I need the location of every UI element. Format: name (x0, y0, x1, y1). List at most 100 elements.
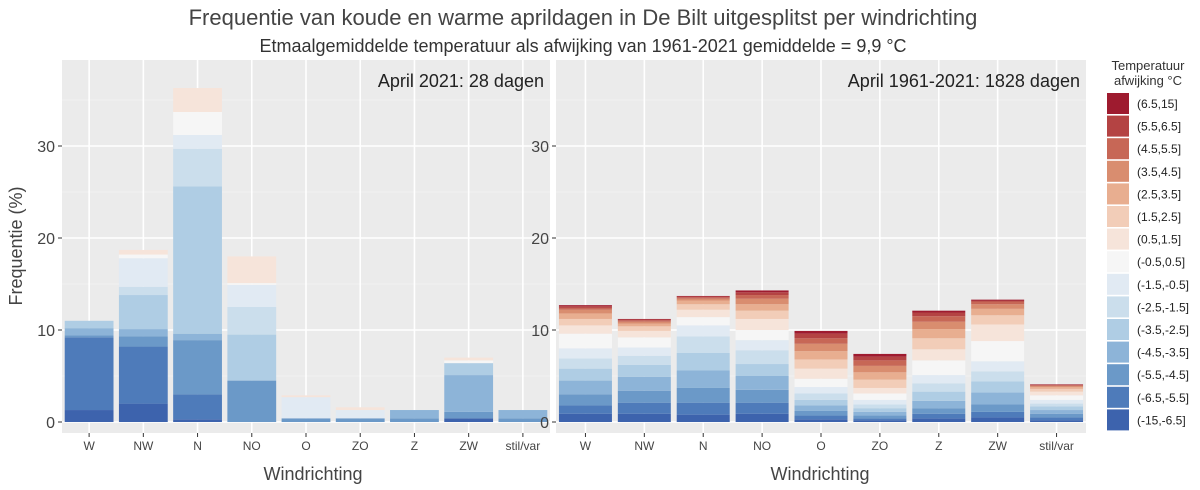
bar-segment-14 (853, 353, 907, 357)
bar-segment-5 (173, 148, 222, 187)
x-tick-label: W (580, 439, 592, 453)
bar-segment-1 (676, 402, 730, 415)
bar-segment-0 (735, 413, 789, 422)
bar-segment-3 (173, 333, 222, 341)
bar-segment-8 (118, 249, 168, 255)
bar-stil-var (1030, 384, 1084, 422)
bar-segment-7 (617, 337, 671, 348)
bar-segment-7 (676, 317, 730, 326)
bar-segment-7 (1030, 395, 1084, 400)
bar-segment-6 (912, 375, 966, 384)
legend-label: (-15,-6.5] (1137, 413, 1186, 427)
bar-segment-6 (735, 340, 789, 351)
bar-segment-12 (558, 307, 612, 310)
bar-segment-4 (558, 368, 612, 381)
bar-segment-5 (676, 336, 730, 353)
bar-segment-0 (558, 413, 612, 422)
bar-segment-12 (794, 338, 848, 344)
legend-swatch (1107, 251, 1129, 273)
bar-segment-2 (390, 418, 439, 422)
bar-segment-6 (794, 387, 848, 394)
bar-segment-10 (617, 323, 671, 327)
bar-segment-2 (498, 418, 548, 422)
bar-segment-6 (617, 347, 671, 356)
bar-segment-6 (173, 134, 222, 149)
bar-Z (390, 410, 439, 422)
bar-W (558, 305, 612, 422)
legend-item: (0.5,1.5] (1107, 228, 1181, 250)
bar-segment-5 (912, 383, 966, 392)
bar-ZW (444, 357, 494, 422)
bar-segment-2 (853, 415, 907, 419)
legend-label: (3.5,4.5] (1137, 165, 1181, 179)
bar-segment-3 (912, 400, 966, 409)
bar-segment-6 (281, 397, 331, 419)
bar-segment-8 (173, 88, 222, 112)
x-tick-label: ZW (459, 439, 478, 453)
bar-N (173, 88, 222, 422)
bar-segment-9 (1030, 388, 1084, 392)
bar-segment-10 (558, 313, 612, 319)
bar-segment-11 (794, 343, 848, 352)
bar-N (676, 295, 730, 422)
bar-segment-2 (64, 335, 114, 338)
x-tick-label: ZW (988, 439, 1007, 453)
bar-segment-14 (912, 310, 966, 313)
x-tick-label: ZO (872, 439, 889, 453)
bar-segment-11 (617, 321, 671, 324)
bar-segment-8 (281, 395, 331, 398)
bar-segment-13 (912, 312, 966, 317)
bar-segment-0 (912, 418, 966, 422)
bar-segment-12 (912, 316, 966, 322)
panel-april-2021: 0 10 20 30 W NW N NO O ZO Z ZW stil/var April 2021: 2… (37, 60, 550, 453)
legend: (6.5,15] (5.5,6.5] (4.5,5.5] (3.5,4.5] (2.5,… (1107, 93, 1189, 431)
bar-segment-12 (1030, 385, 1084, 387)
bar-segment-9 (676, 304, 730, 310)
bar-segment-10 (1030, 387, 1084, 389)
bar-segment-10 (912, 329, 966, 339)
bar-segment-7 (735, 330, 789, 341)
legend-swatch (1107, 228, 1129, 250)
x-tick-label: W (83, 439, 95, 453)
bar-O (794, 330, 848, 422)
bar-segment-1 (558, 405, 612, 414)
panel-label: April 2021: 28 dagen (378, 71, 544, 91)
legend-label: (-5.5,-4.5] (1137, 368, 1189, 382)
bar-segment-12 (971, 301, 1025, 305)
bar-segment-9 (971, 315, 1025, 325)
bar-segment-8 (912, 349, 966, 361)
legend-item: (1.5,2.5] (1107, 206, 1181, 227)
bar-segment-4 (912, 391, 966, 401)
bar-segment-4 (971, 381, 1025, 393)
bar-NW (118, 249, 168, 422)
x-axis-label-left: Windrichting (263, 464, 362, 484)
chart-title: Frequentie van koude en warme aprildagen… (189, 5, 978, 30)
bar-segment-6 (227, 284, 277, 307)
bar-segment-0 (676, 414, 730, 422)
bar-segment-13 (794, 333, 848, 339)
legend-label: (-2.5,-1.5] (1137, 300, 1189, 314)
bar-segment-5 (853, 404, 907, 409)
x-tick-label: NO (753, 439, 771, 453)
legend-item: (-4.5,-3.5] (1107, 341, 1189, 363)
legend-item: (-1.5,-0.5] (1107, 273, 1189, 295)
bar-segment-3 (498, 410, 548, 419)
bar-segment-2 (173, 340, 222, 395)
bar-segment-1 (173, 394, 222, 420)
bar-segment-2 (335, 418, 385, 422)
x-tick-label: Z (411, 439, 418, 453)
bar-W (64, 320, 114, 422)
bar-segment-10 (853, 372, 907, 380)
legend-swatch (1107, 183, 1129, 205)
bar-segment-0 (444, 418, 494, 422)
bar-segment-14 (971, 299, 1025, 301)
bar-segment-2 (227, 380, 277, 422)
bar-segment-4 (173, 186, 222, 334)
bar-segment-7 (853, 393, 907, 400)
bar-segment-0 (971, 417, 1025, 422)
bar-segment-3 (853, 411, 907, 416)
bar-segment-0 (173, 419, 222, 422)
bar-segment-13 (617, 319, 671, 321)
legend-label: (0.5,1.5] (1137, 233, 1181, 247)
bar-segment-6 (1030, 399, 1084, 404)
